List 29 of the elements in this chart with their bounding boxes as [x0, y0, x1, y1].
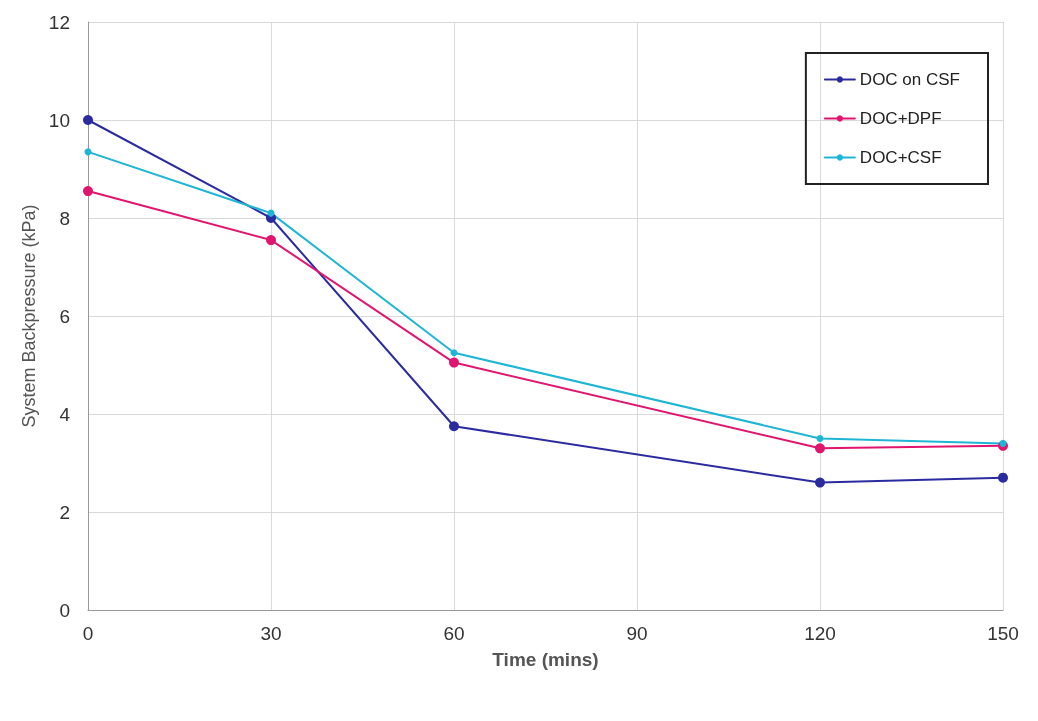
- y-tick-label: 6: [59, 305, 70, 327]
- point: [815, 443, 825, 454]
- point: [815, 477, 825, 488]
- point: [450, 349, 458, 357]
- point: [83, 115, 93, 125]
- x-tick-label: 0: [82, 623, 94, 644]
- legend-label: DOC on CSF: [859, 70, 961, 89]
- x-tick-label: 30: [260, 623, 282, 644]
- x-tick-label: 60: [443, 623, 465, 644]
- legend-label: DOC+CSF: [859, 148, 942, 167]
- y-tick-label: 0: [59, 599, 70, 621]
- point: [998, 472, 1008, 483]
- y-tick-label: 10: [48, 109, 70, 131]
- point: [816, 435, 824, 442]
- y-tick-label: 8: [59, 207, 70, 229]
- y-tick-label: 4: [59, 403, 71, 425]
- y-tick-label: 12: [48, 11, 70, 33]
- y-tick-label: 2: [59, 501, 70, 523]
- x-tick-label: 90: [626, 623, 648, 644]
- legend-label: DOC+DPF: [859, 109, 942, 128]
- point: [999, 439, 1007, 447]
- point: [266, 235, 276, 246]
- x-tick-label: 120: [804, 623, 836, 644]
- x-axis-title: Time (mins): [492, 649, 599, 670]
- point: [449, 357, 459, 368]
- y-axis-title: System Backpressure (kPa): [18, 204, 39, 428]
- point: [83, 186, 93, 197]
- x-tick-label: 150: [987, 623, 1019, 644]
- point: [449, 421, 459, 432]
